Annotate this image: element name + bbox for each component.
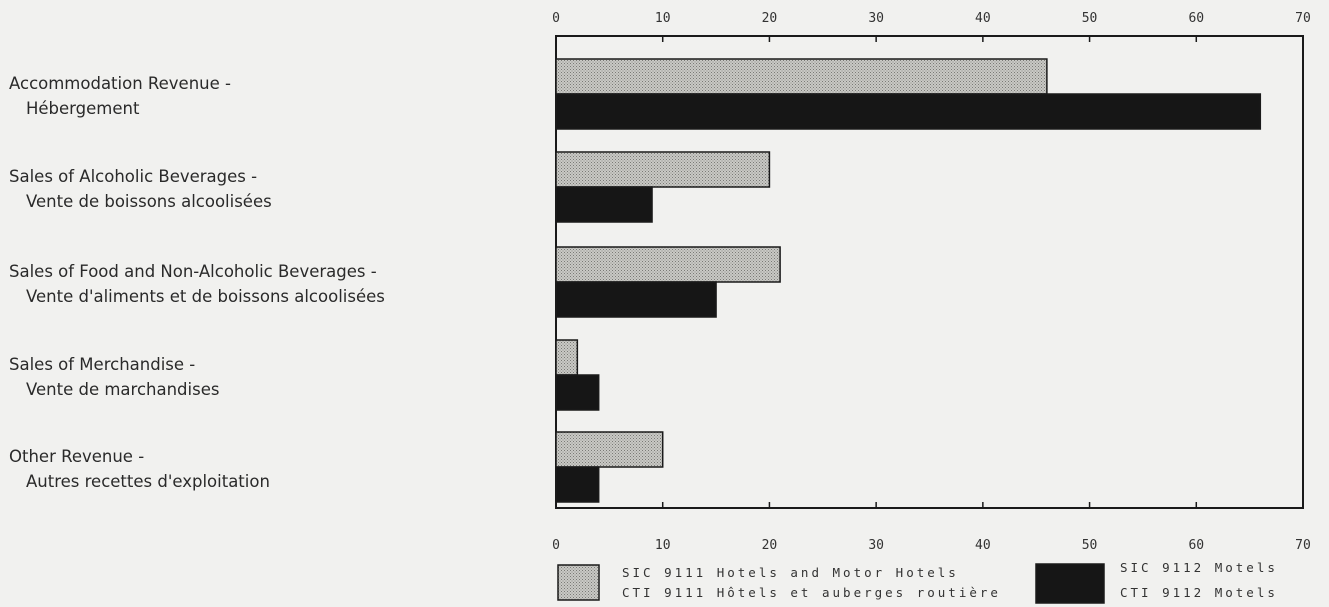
legend-label-series-1-french: CTI 9111 Hôtels et auberges routière [622,585,1001,600]
category-label: Sales of Merchandise - [9,355,195,374]
category-label-french: Vente de boissons alcoolisées [26,192,272,211]
x-tick-label-top: 0 [552,11,560,26]
bar-series-1 [555,339,579,376]
x-tick-label-bottom: 20 [762,538,778,553]
legend-label-series-2-french: CTI 9112 Motels [1120,585,1278,600]
x-tick-label-top: 60 [1188,11,1204,26]
x-tick-label-bottom: 50 [1082,538,1098,553]
category-label-french: Vente d'aliments et de boissons alcoolis… [26,287,385,306]
category-label: Accommodation Revenue - [9,74,231,93]
x-tick-label-bottom: 60 [1188,538,1204,553]
bar-series-2 [555,281,717,318]
bar-series-2 [555,93,1262,130]
bar-series-1 [555,58,1048,95]
bar-series-1 [555,151,771,188]
x-tick-label-bottom: 30 [868,538,884,553]
x-tick-label-top: 70 [1295,11,1311,26]
x-tick-label-top: 20 [762,11,778,26]
x-tick-label-top: 30 [868,11,884,26]
bar-series-2 [555,374,600,411]
x-tick-label-bottom: 70 [1295,538,1311,553]
x-tick-label-bottom: 10 [655,538,671,553]
category-label: Sales of Food and Non-Alcoholic Beverage… [9,262,377,281]
category-label-french: Autres recettes d'exploitation [26,472,270,491]
x-tick-label-top: 40 [975,11,991,26]
bar-series-1 [555,246,781,283]
x-tick-label-bottom: 0 [552,538,560,553]
x-tick-label-bottom: 40 [975,538,991,553]
legend-swatch-series-1 [557,564,600,601]
legend-swatch-series-2 [1035,563,1105,604]
category-label: Other Revenue - [9,447,144,466]
legend-label-series-1: SIC 9111 Hotels and Motor Hotels [622,565,959,580]
category-label-french: Hébergement [26,99,140,118]
bar-series-2 [555,466,600,503]
legend-label-series-2: SIC 9112 Motels [1120,560,1278,575]
category-label-french: Vente de marchandises [26,380,219,399]
bar-series-1 [555,431,664,468]
x-tick-label-top: 10 [655,11,671,26]
x-tick-label-top: 50 [1082,11,1098,26]
category-label: Sales of Alcoholic Beverages - [9,167,257,186]
bar-series-2 [555,186,653,223]
